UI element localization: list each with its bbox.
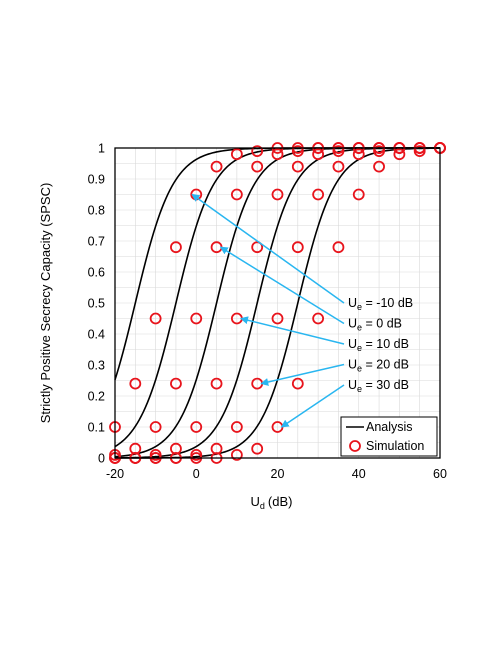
simulation-point-s4 <box>291 241 304 254</box>
simulation-point-s4 <box>373 145 385 158</box>
simulation-point-s3 <box>210 377 223 390</box>
y-tick-label: 0.2 <box>88 390 105 404</box>
annotation-sub: e <box>357 343 362 353</box>
annotation-u: U <box>348 378 357 392</box>
y-tick-label: 0.5 <box>88 297 105 311</box>
simulation-point-s3 <box>271 188 284 201</box>
x-tick-label: 60 <box>433 467 447 481</box>
y-tick-label: 0.4 <box>88 328 105 342</box>
simulation-point-s2 <box>291 145 304 158</box>
y-axis-title: Strictly Positive Secrecy Capacity (SPSC… <box>38 183 53 424</box>
simulation-point-s5 <box>312 312 325 325</box>
y-tick-label: 0.7 <box>88 235 105 249</box>
annotation-u: U <box>348 296 357 310</box>
simulation-point-s4 <box>271 312 284 325</box>
simulation-point-s4 <box>230 421 243 433</box>
y-tick-label: 0.9 <box>88 173 105 187</box>
simulation-point-s1 <box>129 377 142 390</box>
annotation-sub: e <box>357 384 362 394</box>
simulation-point-s4 <box>332 160 345 173</box>
simulation-point-s5 <box>393 148 406 161</box>
y-tick-label: 0.8 <box>88 204 105 218</box>
simulation-point-s3 <box>332 145 345 158</box>
annotation-arrow-3 <box>239 316 345 345</box>
legend-simulation-swatch <box>349 440 361 452</box>
legend: Analysis Simulation <box>340 416 438 457</box>
simulation-point-s1 <box>230 148 243 161</box>
y-tick-label: 0.6 <box>88 266 105 280</box>
legend-simulation-label: Simulation <box>366 439 424 453</box>
annotation-value: = 20 dB <box>362 358 409 372</box>
simulation-point-s5 <box>251 442 264 455</box>
y-tick-label: 0.3 <box>88 359 105 373</box>
annotation-label-5: Ue = 30 dB <box>348 378 409 394</box>
simulation-point-s3 <box>312 148 325 161</box>
annotation-label-2: Ue = 0 dB <box>348 317 402 333</box>
simulation-point-s4 <box>352 148 365 161</box>
x-tick-label: 40 <box>352 467 366 481</box>
simulation-point-s3 <box>190 421 203 433</box>
simulation-point-s5 <box>352 188 365 201</box>
simulation-point-s2 <box>230 188 243 201</box>
simulation-point-s5 <box>291 377 304 390</box>
x-tick-label: -20 <box>106 467 124 481</box>
simulation-point-s1 <box>149 312 162 325</box>
annotation-arrows <box>191 193 345 428</box>
simulation-point-s2 <box>170 377 182 390</box>
simulation-point-s3 <box>291 160 304 173</box>
simulation-point-s2 <box>251 160 264 173</box>
simulation-point-s1 <box>251 145 264 158</box>
x-tick-label: 0 <box>193 467 200 481</box>
simulation-point-s3 <box>251 241 264 254</box>
x-tick-label: 20 <box>271 467 285 481</box>
y-tick-label: 0 <box>98 452 105 466</box>
simulation-point-s5 <box>230 448 243 461</box>
annotation-value: = 0 dB <box>362 317 402 331</box>
annotation-u: U <box>348 317 357 331</box>
annotation-arrow-1 <box>191 193 345 304</box>
annotation-value: = 30 dB <box>362 378 409 392</box>
simulation-point-s5 <box>332 241 345 254</box>
simulation-point-s1 <box>170 241 182 254</box>
simulation-point-s4 <box>312 188 325 201</box>
x-axis-title: Ud (dB) <box>251 494 293 511</box>
annotation-label-1: Ue = -10 dB <box>348 296 413 312</box>
y-tick-label: 1 <box>98 142 105 156</box>
simulation-point-s2 <box>149 421 162 433</box>
annotation-sub: e <box>357 302 362 312</box>
plot-frame <box>114 147 441 459</box>
simulation-point-s2 <box>190 312 203 325</box>
legend-analysis-label: Analysis <box>366 420 413 434</box>
annotation-sub: e <box>357 323 362 333</box>
annotation-label-3: Ue = 10 dB <box>348 337 409 353</box>
annotation-arrow-2 <box>219 246 345 325</box>
simulation-point-s2 <box>271 148 284 161</box>
y-tick-label: 0.1 <box>88 421 105 435</box>
annotation-u: U <box>348 337 357 351</box>
annotation-sub: e <box>357 364 362 374</box>
legend-box <box>340 416 438 457</box>
simulation-point-s5 <box>373 160 385 173</box>
annotation-value: = -10 dB <box>362 296 413 310</box>
simulation-point-s1 <box>210 160 223 173</box>
annotation-arrow-4 <box>260 363 345 386</box>
annotation-u: U <box>348 358 357 372</box>
annotation-arrow-5 <box>280 384 345 428</box>
annotation-value: = 10 dB <box>362 337 409 351</box>
simulation-point-s5 <box>413 145 426 158</box>
annotation-label-4: Ue = 20 dB <box>348 358 409 374</box>
